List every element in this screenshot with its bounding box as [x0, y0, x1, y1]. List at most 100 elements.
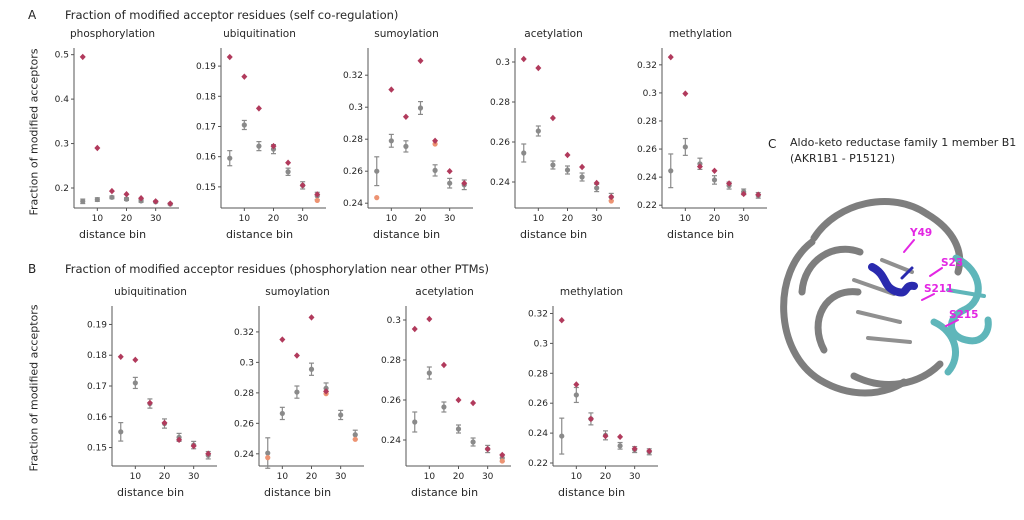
red-point [308, 314, 315, 321]
scatter-plot-methylation: 0.22 0.24 0.26 0.28 0.3 0.32 10 20 30 [519, 301, 664, 487]
plot-canvas: 0.2 0.3 0.4 0.5 10 20 30 [55, 48, 179, 224]
svg-text:30: 30 [150, 214, 162, 224]
svg-text:0.22: 0.22 [637, 201, 657, 211]
red-point [285, 159, 292, 166]
subplot-title: ubiquitination [223, 28, 296, 40]
protein-structure-cartoon: Y49 S23 S211 S215 [780, 198, 992, 397]
orange-point [432, 141, 438, 147]
svg-text:0.32: 0.32 [637, 61, 657, 71]
svg-text:10: 10 [571, 472, 583, 482]
svg-text:20: 20 [562, 214, 574, 224]
svg-text:0.28: 0.28 [381, 356, 401, 366]
panel-c-letter: C [768, 137, 777, 151]
residue-label-s211: S211 [924, 283, 953, 295]
svg-text:30: 30 [335, 472, 347, 482]
x-axis-label: distance bin [78, 228, 147, 241]
scatter-plot-acetylation: 0.24 0.26 0.28 0.3 10 20 30 [481, 43, 626, 229]
svg-text:0.32: 0.32 [528, 309, 548, 319]
red-point [299, 182, 306, 189]
gray-point [308, 366, 315, 372]
svg-text:0.3: 0.3 [240, 358, 254, 368]
red-point [617, 433, 624, 441]
subplot-a-methylation: methylation 0.22 0.24 0.26 0.28 0.3 0.32 10 20 3… [628, 28, 773, 241]
residue-label-s23: S23 [941, 257, 963, 269]
svg-text:0.26: 0.26 [637, 145, 657, 155]
scatter-plot-acetylation: 0.24 0.26 0.28 0.3 10 20 30 [372, 301, 517, 487]
residue-label-y49: Y49 [909, 227, 932, 239]
svg-text:0.26: 0.26 [490, 138, 510, 148]
svg-text:0.24: 0.24 [490, 178, 510, 188]
red-point [711, 167, 718, 175]
red-point [270, 142, 277, 150]
gray-point [132, 380, 138, 386]
red-point [108, 187, 115, 195]
svg-text:20: 20 [121, 214, 133, 224]
gray-point [447, 180, 453, 186]
red-point [167, 200, 174, 207]
svg-text:10: 10 [424, 472, 436, 482]
panel-b-letter: B [28, 262, 37, 276]
svg-text:0.28: 0.28 [234, 389, 254, 399]
x-axis-label: distance bin [225, 228, 294, 241]
svg-text:0.28: 0.28 [528, 369, 548, 379]
subplot-b-ubiquitination: ubiquitination 0.15 0.16 0.17 0.18 0.19 10 20 3… [78, 286, 223, 499]
subplot-b-methylation: methylation 0.22 0.24 0.26 0.28 0.3 0.32 10 20 3… [519, 286, 664, 499]
subplot-title: sumoylation [374, 28, 439, 40]
svg-text:0.3: 0.3 [534, 339, 548, 349]
svg-text:0.17: 0.17 [87, 382, 107, 392]
red-point [535, 64, 542, 72]
svg-text:20: 20 [600, 472, 612, 482]
plot-canvas: 0.24 0.26 0.28 0.3 0.32 10 20 30 [343, 48, 473, 224]
panel-c-title-line1: Aldo-keto reductase family 1 member B1 [790, 136, 1017, 149]
red-point [558, 317, 565, 324]
svg-text:0.16: 0.16 [196, 153, 216, 163]
svg-text:0.3: 0.3 [387, 316, 401, 326]
gray-point [550, 162, 556, 168]
red-point [446, 168, 453, 175]
gray-point [388, 138, 394, 144]
x-axis-label: distance bin [666, 228, 735, 241]
subplot-a-ubiquitination: ubiquitination 0.15 0.16 0.17 0.18 0.19 10 20 3… [187, 28, 332, 241]
red-point [293, 352, 300, 359]
svg-text:10: 10 [386, 214, 398, 224]
orange-point [608, 198, 614, 204]
gray-point [441, 404, 447, 410]
svg-text:0.15: 0.15 [87, 444, 107, 454]
red-point [323, 388, 330, 395]
plot-canvas: 0.22 0.24 0.26 0.28 0.3 0.32 10 20 30 [637, 48, 767, 224]
red-point [682, 90, 689, 97]
gray-point [227, 155, 233, 161]
subplot-b-acetylation: acetylation 0.24 0.26 0.28 0.3 10 20 30 distan… [372, 286, 517, 499]
gray-point [682, 144, 688, 150]
gray-point [123, 196, 130, 202]
gray-point [94, 196, 100, 203]
svg-text:20: 20 [709, 214, 721, 224]
red-point [667, 53, 674, 61]
svg-text:10: 10 [239, 214, 251, 224]
panel-a-title: Fraction of modified acceptor residues (… [65, 8, 399, 22]
gray-point [241, 122, 247, 128]
subplot-a-phosphorylation: phosphorylation 0.2 0.3 0.4 0.5 10 20 30 dista… [40, 28, 185, 241]
x-axis-label: distance bin [263, 486, 332, 499]
gray-point [573, 392, 579, 398]
gray-point [417, 105, 424, 111]
svg-text:0.24: 0.24 [234, 450, 254, 460]
svg-text:0.22: 0.22 [528, 459, 548, 469]
scatter-plot-sumoylation: 0.24 0.26 0.28 0.3 0.32 10 20 30 [225, 301, 370, 487]
svg-text:20: 20 [306, 472, 318, 482]
svg-text:20: 20 [415, 214, 427, 224]
red-point [564, 151, 571, 159]
svg-text:20: 20 [453, 472, 465, 482]
red-point [499, 451, 506, 459]
red-point [587, 415, 594, 423]
svg-text:0.3: 0.3 [55, 140, 69, 150]
red-point [726, 180, 733, 187]
svg-text:0.32: 0.32 [343, 71, 363, 81]
x-axis-label: distance bin [372, 228, 441, 241]
gray-point [80, 198, 86, 204]
svg-text:0.28: 0.28 [637, 117, 657, 127]
orange-point [265, 455, 271, 461]
red-point [602, 432, 609, 440]
ribbon-gray [780, 198, 964, 397]
beta-strands-gray [852, 258, 914, 344]
